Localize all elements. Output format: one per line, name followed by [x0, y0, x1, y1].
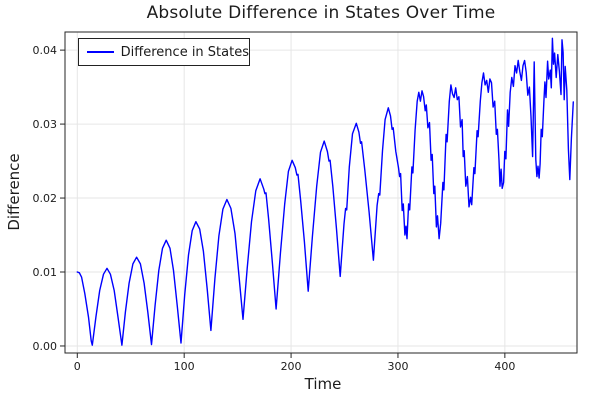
legend: Difference in States [78, 38, 250, 66]
x-tick-label: 300 [387, 360, 408, 373]
y-tick-label: 0.03 [33, 118, 58, 131]
legend-line-sample [87, 51, 114, 53]
x-axis-label: Time [304, 375, 342, 393]
y-tick-label: 0.00 [33, 340, 58, 353]
y-tick-label: 0.01 [33, 266, 58, 279]
difference-series-line [76, 37, 574, 346]
x-tick-label: 200 [281, 360, 302, 373]
y-tick-label: 0.02 [33, 192, 58, 205]
plot-frame [64, 31, 578, 354]
x-tick-label: 100 [174, 360, 195, 373]
legend-label: Difference in States [120, 44, 249, 60]
x-tick-label: 400 [494, 360, 515, 373]
x-tick-label: 0 [74, 360, 81, 373]
chart-title: Absolute Difference in States Over Time [146, 3, 496, 23]
y-tick-label: 0.04 [33, 44, 58, 57]
y-axis-label: Difference [5, 153, 23, 231]
